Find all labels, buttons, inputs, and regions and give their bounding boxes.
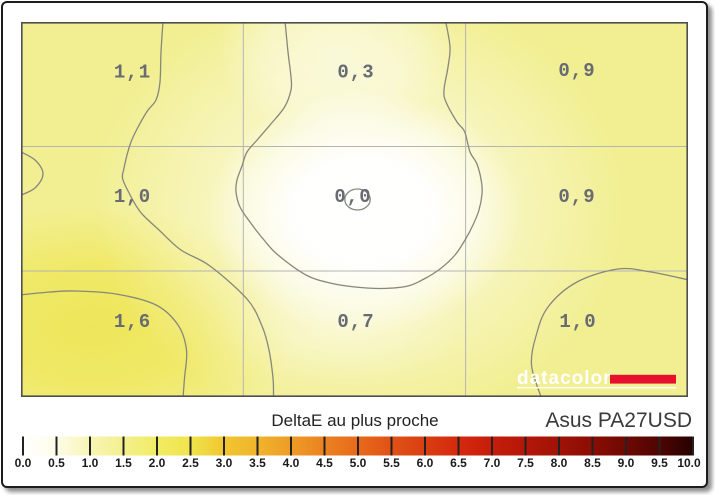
svg-text:0,9: 0,9 — [558, 60, 595, 82]
svg-text:1,0: 1,0 — [114, 186, 151, 208]
svg-text:datacolor: datacolor — [517, 368, 612, 389]
svg-text:0,3: 0,3 — [337, 62, 374, 84]
svg-text:1,6: 1,6 — [114, 311, 151, 333]
svg-text:0,7: 0,7 — [337, 311, 374, 333]
svg-text:1,0: 1,0 — [559, 311, 596, 333]
svg-text:0,9: 0,9 — [558, 186, 595, 208]
svg-text:0,0: 0,0 — [334, 186, 371, 208]
svg-text:1,1: 1,1 — [114, 62, 151, 84]
